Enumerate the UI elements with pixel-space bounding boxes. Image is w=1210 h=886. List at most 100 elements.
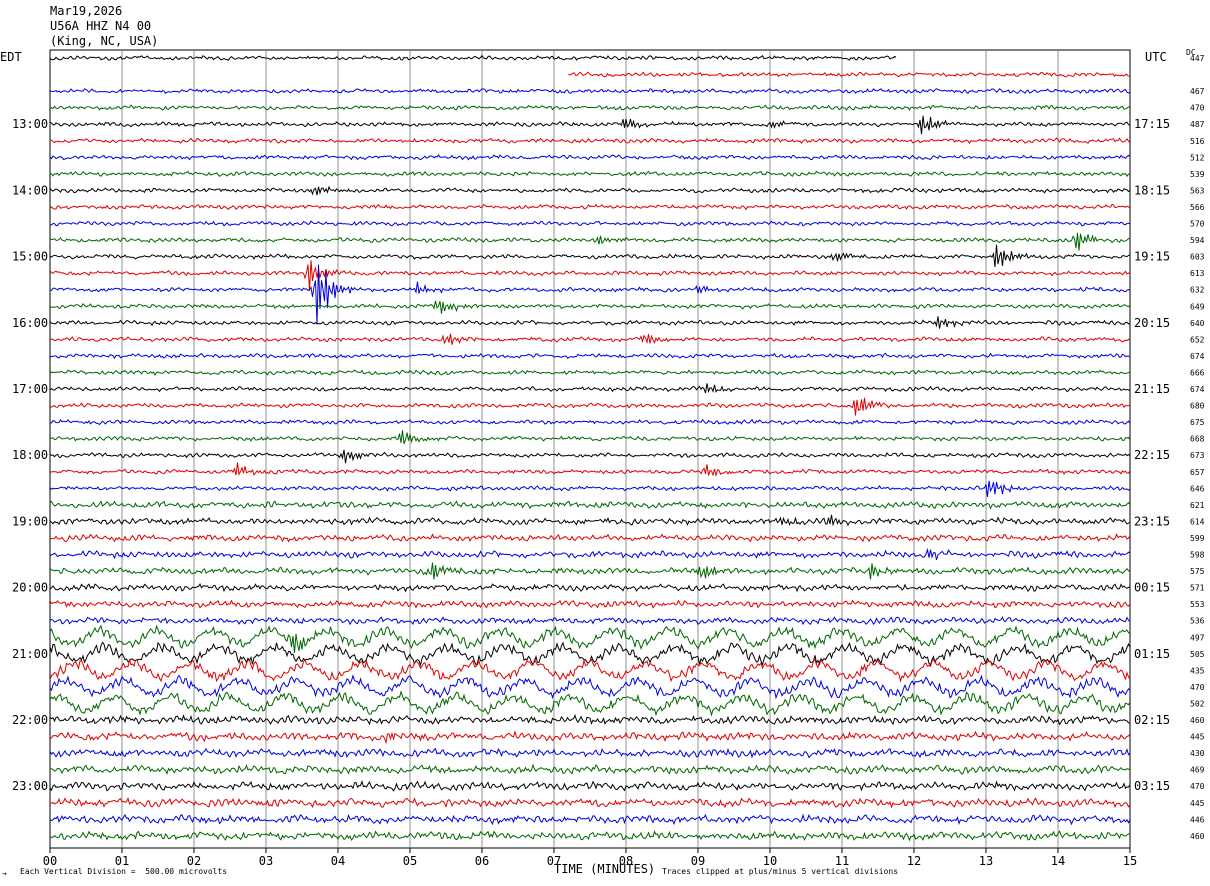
trace-row-12 [49, 244, 1131, 268]
dc-offset-label: 674 [1190, 385, 1205, 394]
dc-offset-label: 594 [1190, 236, 1205, 245]
trace-row-29 [49, 532, 1131, 543]
clip-note: Traces clipped at plus/minus 5 vertical … [662, 867, 899, 876]
trace-row-13 [49, 260, 1131, 291]
dc-offset-label: 460 [1190, 716, 1205, 725]
dc-offset-label: 646 [1190, 484, 1205, 493]
left-hour-label: 15:00 [12, 250, 48, 264]
dc-offset-label: 487 [1190, 120, 1205, 129]
trace-row-25 [49, 462, 1131, 478]
dc-offset-label: 536 [1190, 617, 1205, 626]
right-hour-label: 01:15 [1134, 647, 1170, 661]
scale-note: Each Vertical Division = 500.00 microvol… [20, 867, 228, 876]
trace-row-47 [49, 830, 1131, 842]
x-tick-label: 10 [763, 854, 777, 868]
trace-row-2 [49, 88, 1131, 95]
trace-row-28 [49, 514, 1131, 527]
dc-offset-label: 673 [1190, 451, 1205, 460]
dc-offset-label: 621 [1190, 501, 1205, 510]
x-tick-label: 13 [979, 854, 993, 868]
dc-offset-label: 614 [1190, 517, 1205, 526]
dc-offset-label: 603 [1190, 253, 1205, 262]
header-station: U56A HHZ N4 00 [50, 19, 152, 33]
x-tick-label: 02 [187, 854, 201, 868]
dc-offset-label: 502 [1190, 699, 1205, 708]
trace-row-34 [49, 616, 1131, 626]
dc-offset-label: 470 [1190, 104, 1205, 113]
trace-row-30 [49, 547, 1131, 560]
dc-offset-label: 446 [1190, 815, 1205, 824]
x-tick-label: 07 [547, 854, 561, 868]
dc-offset-label: 469 [1190, 766, 1205, 775]
dc-offset-label: 460 [1190, 832, 1205, 841]
trace-row-5 [49, 137, 1131, 145]
trace-row-26 [49, 480, 1131, 497]
trace-row-15 [49, 300, 1131, 314]
dc-offset-label: 470 [1190, 683, 1205, 692]
dc-offset-label: 566 [1190, 203, 1205, 212]
left-hour-label: 22:00 [12, 713, 48, 727]
dc-offset-label: 505 [1190, 650, 1205, 659]
right-hour-label: 03:15 [1134, 779, 1170, 793]
right-hour-label: 19:15 [1134, 250, 1170, 264]
left-hour-label: 13:00 [12, 117, 48, 131]
trace-row-32 [49, 583, 1131, 593]
left-hour-label: 14:00 [12, 183, 48, 197]
trace-row-17 [49, 333, 1131, 345]
dc-offset-label: 445 [1190, 799, 1205, 808]
right-hour-label: 23:15 [1134, 514, 1170, 528]
dc-offset-label: 680 [1190, 402, 1205, 411]
trace-row-14 [49, 264, 1131, 325]
trace-row-22 [49, 418, 1131, 426]
right-hour-label: 18:15 [1134, 183, 1170, 197]
header-date: Mar19,2026 [50, 4, 123, 18]
left-hour-label: 16:00 [12, 316, 48, 330]
dc-offset-label: 599 [1190, 534, 1205, 543]
trace-row-33 [49, 599, 1131, 609]
dc-offset-label: 668 [1190, 435, 1205, 444]
trace-row-31 [49, 562, 1131, 580]
x-axis-label: TIME (MINUTES) [554, 862, 656, 876]
trace-row-4 [49, 115, 1131, 135]
x-tick-label: 05 [403, 854, 417, 868]
dc-offset-label: 430 [1190, 749, 1205, 758]
dc-offset-label: 613 [1190, 269, 1205, 278]
dc-offset-label: 470 [1190, 782, 1205, 791]
trace-row-6 [49, 154, 1131, 161]
trace-row-46 [49, 813, 1131, 826]
right-hour-label: 22:15 [1134, 448, 1170, 462]
left-hour-label: 21:00 [12, 647, 48, 661]
trace-row-44 [49, 780, 1131, 792]
left-hour-label: 20:00 [12, 581, 48, 595]
dc-offset-label: 652 [1190, 335, 1205, 344]
header-location: (King, NC, USA) [50, 34, 159, 48]
trace-row-1 [568, 71, 1130, 78]
left-hour-label: 18:00 [12, 448, 48, 462]
right-hour-label: 20:15 [1134, 316, 1170, 330]
trace-row-23 [49, 430, 1131, 445]
dc-offset-label: 512 [1190, 153, 1205, 162]
dc-offset-label: 632 [1190, 286, 1205, 295]
trace-row-39 [49, 690, 1131, 717]
trace-row-35 [49, 624, 1131, 653]
trace-row-19 [49, 369, 1131, 377]
trace-row-20 [49, 383, 1131, 394]
trace-row-0 [49, 54, 897, 61]
trace-row-43 [50, 763, 1131, 775]
left-hour-label: 17:00 [12, 382, 48, 396]
trace-row-9 [49, 203, 1131, 211]
right-hour-label: 00:15 [1134, 581, 1170, 595]
dc-offset-label: 435 [1190, 666, 1205, 675]
dc-offset-label: 570 [1190, 220, 1205, 229]
trace-row-42 [49, 747, 1131, 759]
x-tick-label: 09 [691, 854, 705, 868]
x-tick-label: 00 [43, 854, 57, 868]
trace-row-16 [49, 316, 1131, 329]
x-tick-label: 08 [619, 854, 633, 868]
x-tick-label: 14 [1051, 854, 1065, 868]
dc-offset-label: 445 [1190, 733, 1205, 742]
trace-row-38 [49, 674, 1131, 700]
x-tick-label: 15 [1123, 854, 1137, 868]
dc-label: DC [1186, 48, 1196, 57]
